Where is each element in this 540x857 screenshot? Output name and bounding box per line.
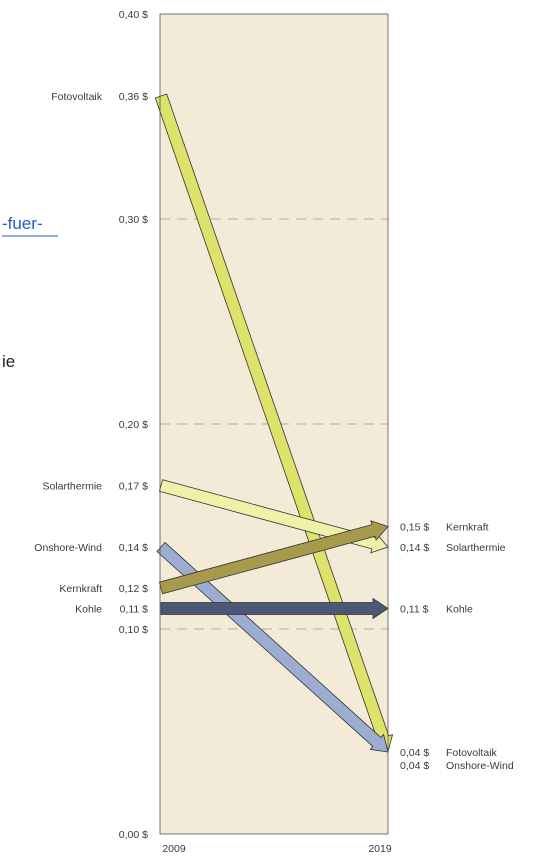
arrow-kernkraft [158, 520, 389, 595]
plot-frame [159, 13, 389, 835]
end-value-label: 0,15 $ [400, 522, 429, 534]
end-value-label: 0,04 $ [400, 747, 429, 759]
end-value-label: 0,11 $ [400, 604, 429, 616]
start-value-label: 0,11 $ [120, 604, 149, 616]
start-series-name: Fotovoltaik [51, 91, 103, 103]
end-series-name: Onshore-Wind [446, 760, 514, 772]
y-axis-ticks: 0,00 $ 0,10 $ 0,20 $ 0,30 $ 0,40 $ [119, 9, 148, 841]
y-tick-label: 0,40 $ [119, 9, 148, 21]
x-axis-labels: 2009 2019 [162, 843, 392, 855]
end-labels: 0,15 $ Kernkraft 0,14 $ Solarthermie 0,11 $ K… [400, 522, 514, 773]
end-value-label: 0,14 $ [400, 542, 429, 554]
x-tick-label: 2019 [368, 843, 392, 855]
end-series-name: Kohle [446, 604, 473, 616]
start-series-name: Kernkraft [59, 583, 102, 595]
arrow-kohle [160, 597, 389, 620]
start-series-name: Onshore-Wind [34, 542, 102, 554]
start-series-name: Kohle [75, 604, 102, 616]
background-link-fragment[interactable]: -fuer- [2, 214, 43, 233]
background-text-fragment: ie [2, 352, 15, 371]
y-tick-label: 0,30 $ [119, 214, 148, 226]
series-arrows [154, 93, 394, 753]
arrow-solarthermie [158, 479, 389, 554]
start-value-label: 0,17 $ [119, 481, 148, 493]
x-tick-label: 2009 [162, 843, 186, 855]
y-tick-label: 0,10 $ [119, 624, 148, 636]
end-series-name: Solarthermie [446, 542, 506, 554]
start-value-label: 0,14 $ [119, 542, 148, 554]
start-value-label: 0,36 $ [119, 91, 148, 103]
y-tick-label: 0,00 $ [119, 829, 148, 841]
end-series-name: Kernkraft [446, 522, 489, 534]
end-series-name: Fotovoltaik [446, 747, 498, 759]
end-value-label: 0,04 $ [400, 760, 429, 772]
start-value-label: 0,12 $ [119, 583, 148, 595]
start-series-name: Solarthermie [42, 481, 102, 493]
start-labels: 0,36 $ Fotovoltaik 0,17 $ Solarthermie 0,14 … [34, 91, 148, 616]
y-tick-label: 0,20 $ [119, 419, 148, 431]
